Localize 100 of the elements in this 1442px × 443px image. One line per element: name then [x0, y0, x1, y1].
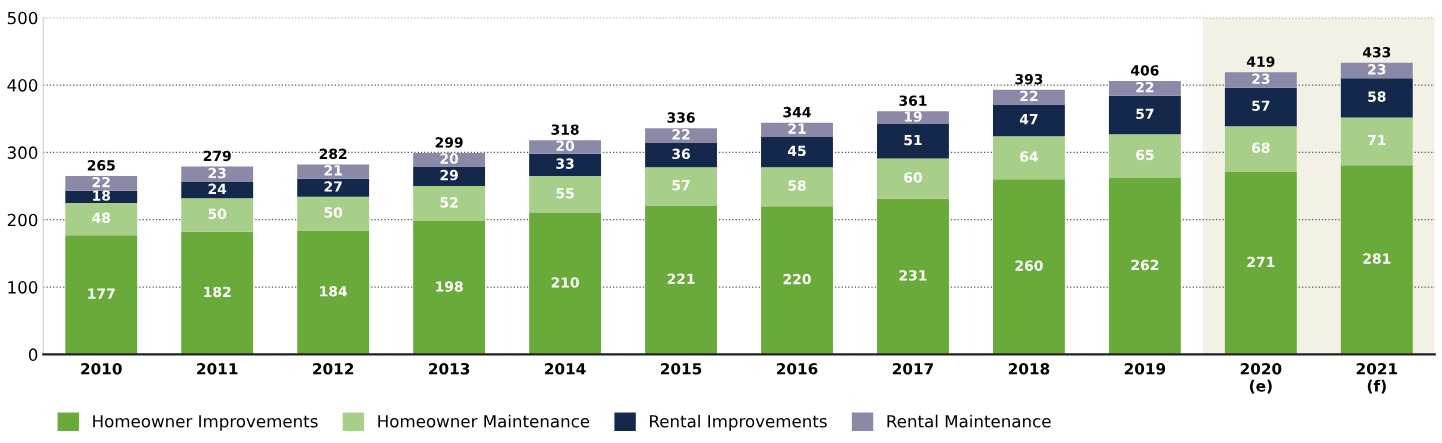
- data-label: 23: [1252, 73, 1270, 85]
- total-label: 393: [1015, 73, 1043, 85]
- data-label: 21: [324, 165, 342, 176]
- data-label: 51: [904, 134, 922, 146]
- data-label: 47: [1019, 114, 1038, 125]
- bar: [1108, 134, 1181, 178]
- bar: [1340, 117, 1413, 166]
- x-tick-label: 2013: [429, 363, 470, 375]
- bar: [529, 212, 602, 355]
- x-tick-label: 2014: [545, 363, 586, 375]
- data-label: 271: [1247, 256, 1275, 267]
- bar: [181, 198, 254, 232]
- data-label: 184: [320, 285, 348, 297]
- bar: [297, 178, 370, 197]
- bar: [1224, 126, 1297, 172]
- data-label: 260: [1015, 260, 1043, 271]
- bar: [529, 175, 602, 213]
- bar: [1224, 171, 1297, 355]
- bar: [1340, 165, 1413, 355]
- bar: [1108, 95, 1181, 135]
- bar: [645, 205, 717, 355]
- data-label: 210: [551, 277, 579, 288]
- y-tick-label: 400: [7, 79, 38, 92]
- data-label: 55: [556, 188, 574, 199]
- data-label: 23: [1368, 64, 1386, 75]
- legend-label: Homeowner Maintenance: [378, 414, 590, 428]
- data-label: 68: [1252, 142, 1270, 154]
- total-label: 299: [435, 137, 463, 148]
- data-label: 19: [904, 111, 922, 122]
- data-label: 29: [440, 169, 458, 181]
- bar: [877, 124, 949, 159]
- legend-label: Rental Maintenance: [887, 414, 1051, 428]
- data-label: 262: [1131, 259, 1159, 271]
- data-label: 27: [324, 181, 342, 192]
- data-label: 20: [556, 140, 575, 152]
- bar: [181, 231, 254, 355]
- bar: [761, 136, 833, 168]
- data-label: 22: [1020, 90, 1038, 102]
- total-label: 265: [87, 160, 115, 171]
- bar: [992, 136, 1065, 180]
- bar: [1108, 81, 1181, 96]
- bar: [413, 166, 486, 187]
- data-label: 220: [783, 273, 811, 285]
- data-label: 50: [208, 208, 227, 220]
- x-tick-label: 2021 (f): [1356, 363, 1398, 394]
- data-label: 48: [92, 212, 111, 224]
- data-label: 57: [1252, 100, 1270, 111]
- y-tick-label: 200: [7, 213, 38, 227]
- x-tick-label: 2020 (e): [1240, 363, 1282, 394]
- data-label: 24: [208, 183, 227, 194]
- bar: [992, 104, 1065, 137]
- data-label: 71: [1368, 134, 1386, 146]
- data-label: 33: [556, 158, 574, 169]
- bar: [65, 175, 138, 191]
- total-label: 279: [203, 150, 231, 162]
- bar: [65, 235, 138, 355]
- data-label: 18: [93, 190, 111, 201]
- bar: [645, 142, 717, 168]
- data-label: 64: [1020, 151, 1038, 162]
- bar: [297, 230, 370, 355]
- data-label: 58: [1368, 91, 1386, 102]
- data-label: 57: [672, 180, 690, 191]
- x-tick-label: 2015: [660, 363, 702, 375]
- data-label: 182: [204, 286, 231, 298]
- data-label: 20: [440, 153, 459, 164]
- total-label: 318: [551, 124, 579, 135]
- bar: [877, 111, 949, 125]
- bar: [297, 164, 370, 179]
- data-label: 177: [88, 288, 115, 299]
- x-tick-label: 2017: [892, 363, 934, 375]
- data-label: 21: [788, 123, 806, 134]
- x-tick-label: 2019: [1124, 363, 1166, 375]
- bar: [297, 196, 370, 231]
- data-label: 65: [1136, 149, 1154, 161]
- data-label: 36: [672, 148, 690, 160]
- x-tick-label: 2010: [81, 363, 122, 375]
- bar: [992, 179, 1065, 355]
- data-label: 22: [1136, 81, 1154, 93]
- data-label: 50: [324, 207, 343, 218]
- bar: [413, 221, 486, 355]
- data-label: 60: [904, 172, 922, 183]
- bar: [761, 206, 833, 355]
- data-label: 52: [440, 197, 458, 208]
- bar: [1224, 87, 1297, 127]
- y-tick-label: 0: [28, 348, 38, 361]
- x-tick-label: 2011: [197, 363, 238, 375]
- total-label: 344: [783, 106, 811, 118]
- bar: [181, 182, 254, 199]
- bar: [761, 122, 833, 137]
- y-tick-label: 300: [7, 146, 38, 159]
- data-label: 22: [92, 176, 110, 188]
- data-label: 58: [788, 180, 806, 191]
- legend-label: Homeowner Improvements: [93, 415, 318, 431]
- bar: [645, 128, 717, 143]
- bar: [529, 153, 602, 176]
- data-label: 22: [672, 129, 690, 140]
- data-label: 231: [899, 270, 927, 281]
- x-tick-label: 2018: [1008, 363, 1050, 375]
- bar: [529, 140, 602, 154]
- data-label: 221: [667, 273, 695, 284]
